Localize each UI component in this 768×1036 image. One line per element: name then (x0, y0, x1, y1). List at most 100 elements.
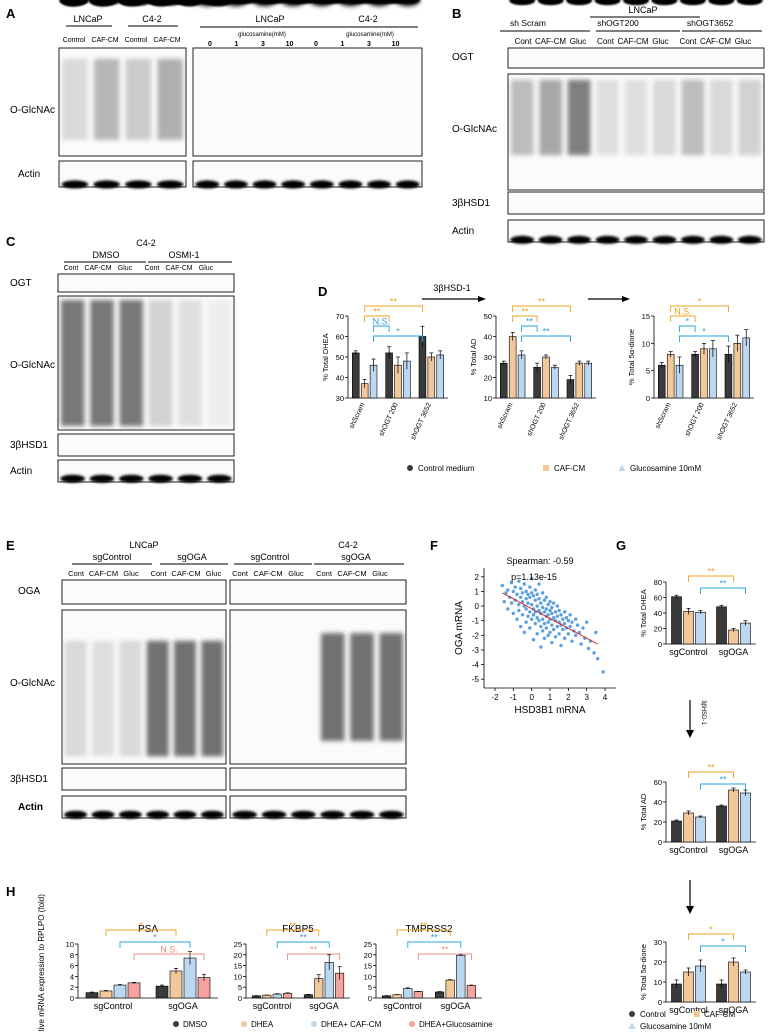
y-tick-label: 40 (336, 374, 344, 383)
legend-marker (311, 1021, 317, 1027)
lane-label: 10 (392, 41, 400, 48)
sig-bracket (521, 325, 538, 332)
sublabel: glucosamine(mM) (238, 32, 286, 38)
sig-bracket (700, 587, 746, 594)
scatter-point (546, 613, 550, 617)
scatter-point (531, 594, 536, 598)
x-tick-label: shOGT 3652 (558, 402, 581, 441)
bar (500, 362, 508, 399)
sig-bracket (396, 929, 451, 936)
scatter-point (555, 624, 560, 629)
x-tick-label: -1 (510, 693, 518, 702)
scatter-point (544, 595, 549, 599)
band (538, 0, 563, 3)
x-tick-label: sgControl (669, 1005, 708, 1015)
y-tick-label: 0 (70, 994, 74, 1003)
group-label: sgControl (251, 552, 290, 562)
scatter-point (542, 598, 547, 602)
bar (683, 971, 694, 1003)
scatter-point (564, 616, 569, 620)
x-tick-label: 4 (603, 693, 608, 702)
scatter-point (579, 642, 583, 646)
x-tick-label: sgOGA (309, 1001, 339, 1011)
sig-bracket (105, 929, 177, 936)
legend-marker (173, 1021, 179, 1027)
legend-G: Control CAF-CM Glucosamine 10mM (628, 1010, 735, 1031)
y-tick-label: 0 (368, 994, 372, 1003)
scatter-point (553, 635, 558, 639)
blot-strip (61, 579, 227, 605)
lane-label: Cont (515, 37, 533, 46)
lane-label: CAF-CM (617, 37, 648, 46)
y-tick-label: 4 (70, 972, 74, 981)
row-label: O-GlcNAc (10, 360, 55, 371)
y-tick-label: 5 (646, 367, 650, 376)
blot-strip (507, 47, 765, 69)
legend-label: Glucosamine 10mM (630, 464, 701, 473)
sig-label: * (702, 327, 706, 337)
bar (671, 820, 682, 843)
y-tick-label: 20 (654, 818, 662, 827)
y-tick-label: 15 (642, 312, 650, 321)
scatter-point (573, 633, 578, 638)
legend-label: DHEA (251, 1020, 274, 1029)
blot-strip (57, 433, 235, 457)
x-tick-label: shScram (654, 402, 672, 430)
band (146, 810, 170, 819)
scatter-point (518, 624, 523, 629)
y-tick-label: 10 (642, 339, 650, 348)
group-label: LNCaP (255, 14, 284, 24)
scatter-point (566, 618, 571, 623)
scatter-point (592, 651, 596, 655)
band (538, 235, 563, 244)
chart-title: PSA (138, 924, 158, 935)
scatter-point (546, 602, 550, 607)
bar (728, 629, 739, 645)
band (91, 810, 115, 819)
band (395, 180, 420, 189)
scatter-point (586, 646, 591, 651)
sig-label: ** (542, 327, 550, 337)
bar (272, 993, 282, 999)
bar (113, 984, 127, 999)
band (119, 474, 144, 483)
scatter-point (544, 626, 549, 630)
smear (539, 79, 563, 156)
sig-bracket (276, 941, 330, 948)
y-axis-label: % Total 5α-dione (627, 329, 636, 385)
lane-label: Cont (64, 265, 79, 272)
scatter-point (531, 613, 536, 617)
row-label: 3βHSD1 (10, 440, 48, 451)
band (652, 235, 677, 244)
band (309, 180, 334, 189)
blot-strip (57, 273, 235, 293)
lane-label: Gluc (206, 569, 222, 578)
band (156, 180, 184, 189)
band (737, 235, 762, 244)
y-tick-label: 20 (654, 625, 662, 634)
bar (683, 611, 694, 645)
scatter-point (526, 614, 530, 618)
band (261, 810, 287, 819)
chart-G1: 0 20 40 60 80 % Total DHEA sgControl sgOGA ** ** (639, 567, 756, 657)
bar (533, 366, 541, 399)
legend-label: DHEA+Glucosamine (419, 1020, 493, 1029)
sig-bracket (364, 305, 423, 312)
scatter-point (524, 597, 528, 601)
x-tick-label: shOGT 200 (684, 402, 706, 438)
panel-letter: C (6, 234, 16, 249)
scatter-point (528, 610, 532, 614)
bar (445, 979, 455, 999)
scatter-point (551, 601, 556, 605)
band (680, 235, 705, 244)
group-label: sgControl (93, 552, 132, 562)
x-tick-label: sgOGA (719, 1005, 749, 1015)
y-tick-label: 20 (234, 951, 242, 960)
smear (93, 58, 120, 140)
sig-bracket (688, 771, 734, 778)
bar (413, 991, 424, 999)
band (349, 0, 375, 3)
legend-marker (628, 1022, 636, 1029)
y-tick-label: 40 (484, 333, 492, 342)
sig-label: ** (420, 921, 428, 931)
